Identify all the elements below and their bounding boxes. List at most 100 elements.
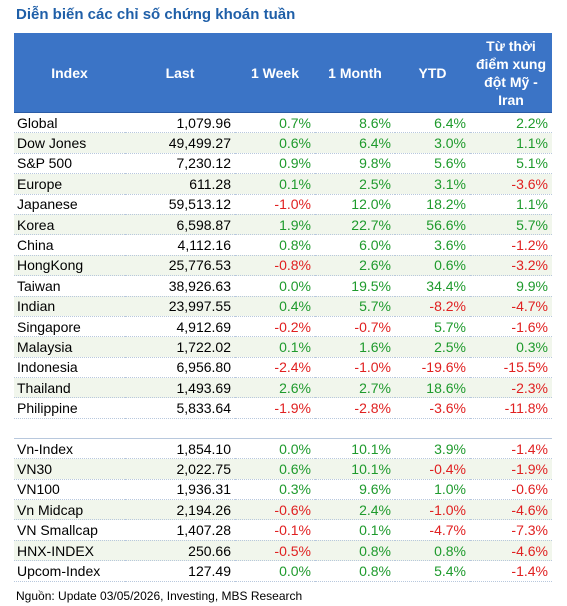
- index-name: Europe: [14, 173, 125, 195]
- change-value: 0.4%: [235, 296, 315, 317]
- change-value: -3.6%: [470, 173, 552, 195]
- index-name: Singapore: [14, 316, 125, 338]
- change-value: -15.5%: [470, 357, 552, 379]
- change-value: 5.6%: [395, 153, 470, 175]
- change-value: 0.0%: [235, 275, 315, 297]
- last-value: 2,022.75: [125, 458, 235, 480]
- last-value: 2,194.26: [125, 499, 235, 521]
- last-value: 49,499.27: [125, 132, 235, 154]
- index-name: Dow Jones: [14, 132, 125, 154]
- last-value: 6,598.87: [125, 214, 235, 236]
- last-value: 1,407.28: [125, 519, 235, 541]
- change-value: 0.8%: [235, 234, 315, 256]
- change-value: 1.0%: [395, 479, 470, 501]
- change-value: 0.8%: [315, 540, 395, 562]
- change-value: -7.3%: [470, 519, 552, 541]
- change-value: -4.7%: [395, 519, 470, 541]
- index-name: Korea: [14, 214, 125, 236]
- change-value: -4.7%: [470, 296, 552, 317]
- change-value: -0.5%: [235, 540, 315, 562]
- header-cell: Last: [125, 33, 235, 113]
- change-value: 2.5%: [315, 173, 395, 195]
- separator-cell: [470, 418, 552, 439]
- header-cell: Từ thời điểm xung đột Mỹ - Iran: [470, 33, 552, 113]
- change-value: 0.1%: [315, 519, 395, 541]
- last-value: 5,833.64: [125, 397, 235, 419]
- index-name: Japanese: [14, 194, 125, 215]
- table-row: Taiwan 38,926.63 0.0% 19.5% 34.4% 9.9%: [14, 275, 552, 297]
- change-value: 10.1%: [315, 458, 395, 480]
- last-value: 1,493.69: [125, 377, 235, 399]
- index-name: Indian: [14, 296, 125, 317]
- header-row: Index Last 1 Week 1 Month YTD Từ thời điểm xu…: [14, 33, 552, 113]
- index-name: Philippine: [14, 397, 125, 419]
- index-table: Index Last 1 Week 1 Month YTD Từ thời điểm xu…: [14, 33, 552, 582]
- index-name: HNX-INDEX: [14, 540, 125, 562]
- table-row: Thailand 1,493.69 2.6% 2.7% 18.6% -2.3%: [14, 377, 552, 399]
- change-value: -1.0%: [315, 357, 395, 379]
- index-name: S&P 500: [14, 153, 125, 175]
- change-value: -1.9%: [235, 397, 315, 419]
- change-value: -1.4%: [470, 437, 552, 460]
- change-value: 0.7%: [235, 112, 315, 134]
- table-row: Japanese 59,513.12 -1.0% 12.0% 18.2% 1.1%: [14, 194, 552, 215]
- change-value: 10.1%: [315, 437, 395, 460]
- change-value: -4.6%: [470, 540, 552, 562]
- last-value: 250.66: [125, 540, 235, 562]
- last-value: 1,079.96: [125, 112, 235, 134]
- change-value: -2.3%: [470, 377, 552, 399]
- change-value: 2.6%: [235, 377, 315, 399]
- change-value: 9.8%: [315, 153, 395, 175]
- last-value: 6,956.80: [125, 357, 235, 379]
- table-row: Indonesia 6,956.80 -2.4% -1.0% -19.6% -15.5%: [14, 357, 552, 379]
- change-value: -0.4%: [395, 458, 470, 480]
- table-row: Dow Jones 49,499.27 0.6% 6.4% 3.0% 1.1%: [14, 132, 552, 154]
- change-value: -19.6%: [395, 357, 470, 379]
- change-value: 3.9%: [395, 437, 470, 460]
- change-value: 56.6%: [395, 214, 470, 236]
- change-value: 0.0%: [235, 437, 315, 460]
- last-value: 4,912.69: [125, 316, 235, 338]
- change-value: 5.7%: [395, 316, 470, 338]
- change-value: 0.1%: [235, 336, 315, 358]
- last-value: 611.28: [125, 173, 235, 195]
- change-value: 5.7%: [315, 296, 395, 317]
- change-value: 34.4%: [395, 275, 470, 297]
- index-name: VN30: [14, 458, 125, 480]
- change-value: 5.1%: [470, 153, 552, 175]
- index-name: Thailand: [14, 377, 125, 399]
- change-value: -8.2%: [395, 296, 470, 317]
- change-value: -4.6%: [470, 499, 552, 521]
- change-value: -1.6%: [470, 316, 552, 338]
- index-name: Global: [14, 112, 125, 134]
- table-row: Korea 6,598.87 1.9% 22.7% 56.6% 5.7%: [14, 214, 552, 236]
- table-row: Upcom-Index 127.49 0.0% 0.8% 5.4% -1.4%: [14, 560, 552, 582]
- change-value: -1.9%: [470, 458, 552, 480]
- separator-row: [14, 418, 552, 439]
- table-row: Philippine 5,833.64 -1.9% -2.8% -3.6% -11.8%: [14, 397, 552, 419]
- change-value: -3.6%: [395, 397, 470, 419]
- change-value: -2.8%: [315, 397, 395, 419]
- change-value: -0.2%: [235, 316, 315, 338]
- change-value: 2.7%: [315, 377, 395, 399]
- table-row: Vn Midcap 2,194.26 -0.6% 2.4% -1.0% -4.6%: [14, 499, 552, 521]
- change-value: 2.2%: [470, 112, 552, 134]
- change-value: -11.8%: [470, 397, 552, 419]
- change-value: 0.6%: [395, 255, 470, 277]
- change-value: 0.0%: [235, 560, 315, 582]
- change-value: 9.6%: [315, 479, 395, 501]
- table-row: VN100 1,936.31 0.3% 9.6% 1.0% -0.6%: [14, 479, 552, 501]
- table-row: Vn-Index 1,854.10 0.0% 10.1% 3.9% -1.4%: [14, 437, 552, 460]
- change-value: -1.0%: [235, 194, 315, 215]
- header-cell: 1 Week: [235, 33, 315, 113]
- index-name: Indonesia: [14, 357, 125, 379]
- change-value: 5.7%: [470, 214, 552, 236]
- change-value: 0.8%: [395, 540, 470, 562]
- change-value: 3.1%: [395, 173, 470, 195]
- change-value: -0.6%: [235, 499, 315, 521]
- index-name: VN Smallcap: [14, 519, 125, 541]
- table-row: HNX-INDEX 250.66 -0.5% 0.8% 0.8% -4.6%: [14, 540, 552, 562]
- last-value: 38,926.63: [125, 275, 235, 297]
- last-value: 4,112.16: [125, 234, 235, 256]
- table-row: HongKong 25,776.53 -0.8% 2.6% 0.6% -3.2%: [14, 255, 552, 277]
